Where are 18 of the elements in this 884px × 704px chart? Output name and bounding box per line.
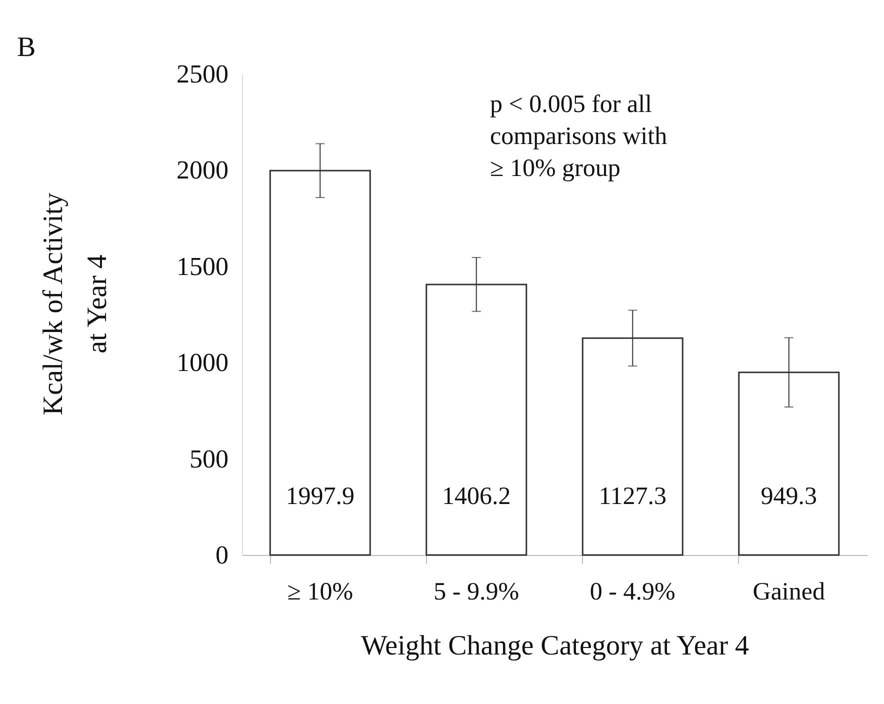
data-label: 949.3 [760, 483, 817, 510]
data-label: 1406.2 [442, 483, 511, 510]
x-tick-label: 0 - 4.9% [590, 578, 676, 606]
y-tick-label: 500 [190, 444, 228, 474]
y-tick-label: 2000 [176, 156, 228, 185]
y-axis-title: Kcal/wk of Activity at Year 4 [38, 192, 113, 416]
x-tick-label: 5 - 9.9% [434, 578, 520, 606]
data-label: 1127.3 [598, 483, 667, 510]
x-tick-label: ≥ 10% [287, 578, 354, 606]
x-axis-title: Weight Change Category at Year 4 [360, 630, 750, 662]
x-tick-label: Gained [752, 578, 826, 606]
data-label: 1997.9 [286, 483, 354, 510]
y-tick-label: 1500 [176, 252, 228, 281]
y-tick-label: 1000 [176, 348, 228, 378]
text: B [17, 32, 36, 63]
y-tick-label: 2500 [176, 60, 228, 88]
y-tick-label: 0 [216, 540, 228, 570]
annotation: p < 0.005 for all comparisons with ≥ 10% group [490, 91, 668, 182]
